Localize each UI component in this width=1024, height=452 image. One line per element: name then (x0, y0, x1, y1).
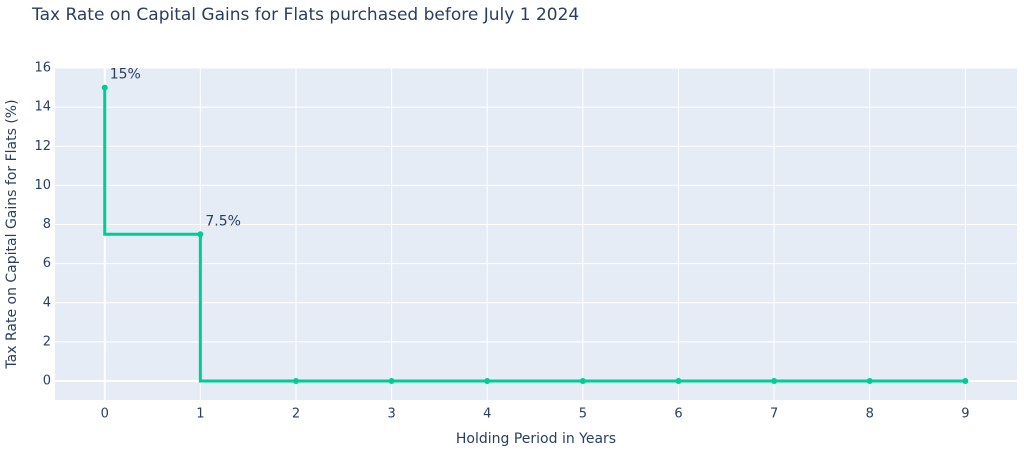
marker (197, 231, 204, 238)
x-tick-label: 4 (483, 407, 491, 422)
y-tick-label: 4 (43, 295, 51, 310)
data-label: 15% (110, 67, 141, 83)
marker (292, 378, 299, 385)
x-tick-label: 5 (579, 407, 587, 422)
x-tick-label: 6 (674, 407, 682, 422)
line (103, 87, 966, 383)
y-tick-label: 8 (43, 217, 51, 232)
marker (484, 378, 491, 385)
x-tick-label: 8 (866, 407, 874, 422)
x-tick-label: 9 (961, 407, 969, 422)
marker (388, 378, 395, 385)
x-axis-title: Holding Period in Years (456, 431, 616, 447)
x-tick-label: 1 (196, 407, 204, 422)
x-tick-label: 2 (292, 407, 300, 422)
chart-title: Tax Rate on Capital Gains for Flats purc… (31, 5, 579, 25)
y-tick-label: 0 (43, 374, 51, 389)
marker (579, 378, 586, 385)
x-tick-label: 7 (770, 407, 778, 422)
y-tick-label: 16 (34, 61, 51, 76)
x-tick-label: 0 (101, 407, 109, 422)
y-tick-label: 10 (34, 178, 51, 193)
y-axis-title: Tax Rate on Capital Gains for Flats (%) (4, 99, 20, 369)
y-tick-label: 2 (43, 334, 51, 349)
data-label: 7.5% (205, 213, 241, 229)
marker (866, 378, 873, 385)
marker (675, 378, 682, 385)
y-tick-label: 14 (34, 100, 51, 115)
plot-area (55, 68, 1017, 400)
marker (962, 378, 969, 385)
y-tick-label: 6 (43, 256, 51, 271)
x-tick-label: 3 (387, 407, 395, 422)
y-tick-label: 12 (34, 139, 51, 154)
marker (101, 84, 108, 91)
marker (771, 378, 778, 385)
